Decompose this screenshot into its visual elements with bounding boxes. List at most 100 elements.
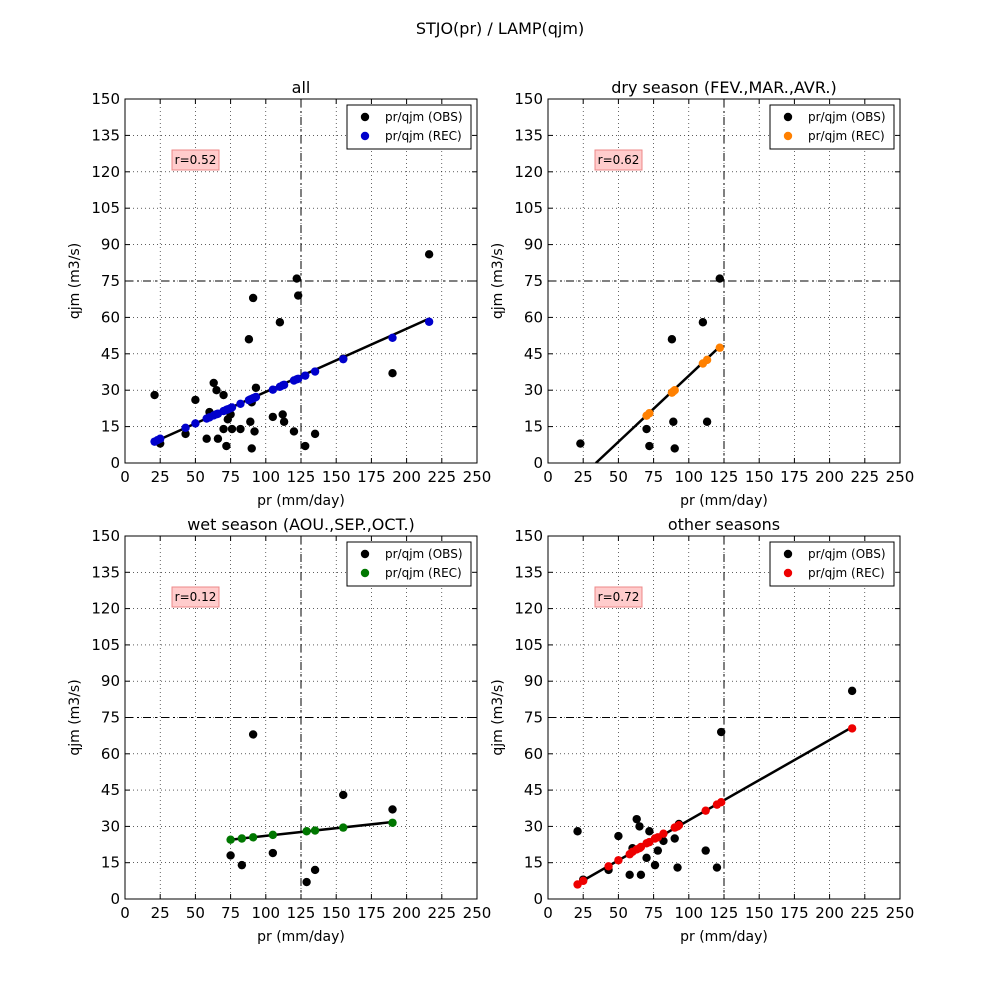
- y-tick-label: 45: [101, 345, 120, 363]
- y-axis-label: qjm (m3/s): [490, 243, 506, 319]
- x-tick-label: 175: [780, 904, 809, 922]
- x-tick-label: 125: [710, 904, 739, 922]
- y-tick-label: 150: [91, 527, 120, 545]
- x-tick-label: 50: [186, 904, 205, 922]
- y-tick-label: 15: [524, 418, 543, 436]
- rec-point: [388, 818, 397, 827]
- y-tick-label: 0: [533, 890, 543, 908]
- panel-4: 0 25 50 75 100 125 150 175 200 225 250 0 15 30 45 60 75 9…: [490, 515, 914, 945]
- data-layer: [150, 250, 434, 453]
- obs-point: [219, 424, 228, 434]
- y-tick-label: 0: [110, 454, 120, 472]
- obs-point: [653, 846, 663, 855]
- rec-point: [702, 355, 712, 365]
- x-tick-label: 0: [543, 904, 553, 922]
- rec-point: [279, 380, 289, 390]
- x-tick-label: 0: [543, 468, 553, 486]
- y-tick-label: 150: [514, 90, 543, 108]
- panel-1: 0 25 50 75 100 125 150 175 200 225 250 0 15 30 45 60 75 9…: [67, 78, 491, 509]
- obs-point: [670, 444, 679, 453]
- x-tick-label: 75: [644, 904, 663, 922]
- obs-point: [388, 805, 397, 814]
- rec-point: [156, 434, 165, 443]
- r-annotation-box: [594, 586, 643, 608]
- obs-point: [181, 429, 190, 439]
- r-annotation: r=0.12: [171, 586, 220, 608]
- obs-point: [248, 730, 258, 739]
- x-tick-label: 50: [609, 468, 628, 486]
- obs-point: [645, 441, 654, 451]
- x-tick-label: 225: [427, 904, 456, 922]
- y-tick-label: 75: [101, 709, 120, 727]
- rec-point: [293, 374, 303, 383]
- rec-point: [614, 856, 623, 865]
- obs-point: [698, 318, 708, 327]
- y-tick-label: 60: [524, 308, 543, 326]
- rec-point: [716, 798, 726, 807]
- y-axis-label: qjm (m3/s): [490, 679, 506, 755]
- x-tick-label: 125: [710, 468, 739, 486]
- y-tick-label: 105: [514, 636, 543, 654]
- legend-marker: [360, 131, 370, 141]
- obs-point: [237, 860, 247, 870]
- rec-point: [670, 386, 679, 395]
- panels: 0 25 50 75 100 125 150 175 200 225 250015304560759…: [67, 78, 914, 945]
- obs-point: [673, 863, 682, 872]
- y-tick-label: 30: [524, 817, 543, 835]
- obs-point: [212, 386, 221, 395]
- obs-point: [219, 390, 228, 400]
- rec-point: [604, 862, 613, 871]
- y-tick-label: 60: [524, 745, 543, 763]
- legend-box: [769, 541, 895, 587]
- obs-point: [667, 335, 677, 344]
- obs-point: [250, 427, 259, 436]
- obs-point: [289, 427, 299, 436]
- obs-point: [650, 860, 660, 870]
- y-tick-label: 150: [514, 527, 543, 545]
- y-tick-label: 135: [91, 126, 120, 144]
- x-tick-label: 250: [886, 468, 915, 486]
- x-tick-label: 25: [574, 468, 593, 486]
- rec-point: [191, 419, 200, 428]
- panel-title: dry season (FEV.,MAR.,AVR.): [611, 78, 836, 97]
- rec-point: [579, 876, 588, 886]
- y-tick-label: 90: [524, 236, 543, 254]
- rec-point: [701, 806, 710, 815]
- obs-point: [222, 441, 231, 451]
- obs-point: [310, 865, 320, 875]
- x-tick-label: 150: [745, 468, 774, 486]
- obs-point: [213, 434, 223, 443]
- x-tick-label: 125: [287, 468, 316, 486]
- panel-title: other seasons: [668, 515, 780, 534]
- rec-point: [181, 423, 190, 433]
- y-tick-label: 120: [91, 163, 120, 181]
- y-tick-label: 105: [91, 199, 120, 217]
- obs-point: [279, 417, 289, 426]
- x-tick-label: 25: [151, 468, 170, 486]
- legend-label: pr/qjm (REC): [808, 566, 885, 580]
- rec-point: [715, 343, 724, 352]
- legend-box: [346, 104, 472, 150]
- obs-point: [202, 434, 211, 443]
- r-annotation-box: [171, 586, 220, 608]
- y-tick-label: 135: [514, 563, 543, 581]
- y-tick-label: 30: [101, 381, 120, 399]
- x-tick-label: 25: [574, 904, 593, 922]
- legend-label: pr/qjm (OBS): [808, 547, 886, 561]
- rec-point: [237, 834, 247, 843]
- x-tick-label: 200: [815, 468, 844, 486]
- y-tick-label: 0: [533, 454, 543, 472]
- obs-point: [227, 424, 237, 434]
- obs-point: [293, 291, 303, 300]
- obs-point: [268, 412, 278, 422]
- y-tick-label: 45: [524, 345, 543, 363]
- x-axis-label: pr (mm/day): [680, 493, 768, 509]
- obs-point: [268, 848, 278, 858]
- y-tick-label: 105: [91, 636, 120, 654]
- x-axis-label: pr (mm/day): [257, 493, 345, 509]
- rec-point: [339, 354, 348, 364]
- legend-box: [769, 104, 895, 150]
- y-tick-label: 90: [101, 236, 120, 254]
- x-tick-label: 250: [886, 904, 915, 922]
